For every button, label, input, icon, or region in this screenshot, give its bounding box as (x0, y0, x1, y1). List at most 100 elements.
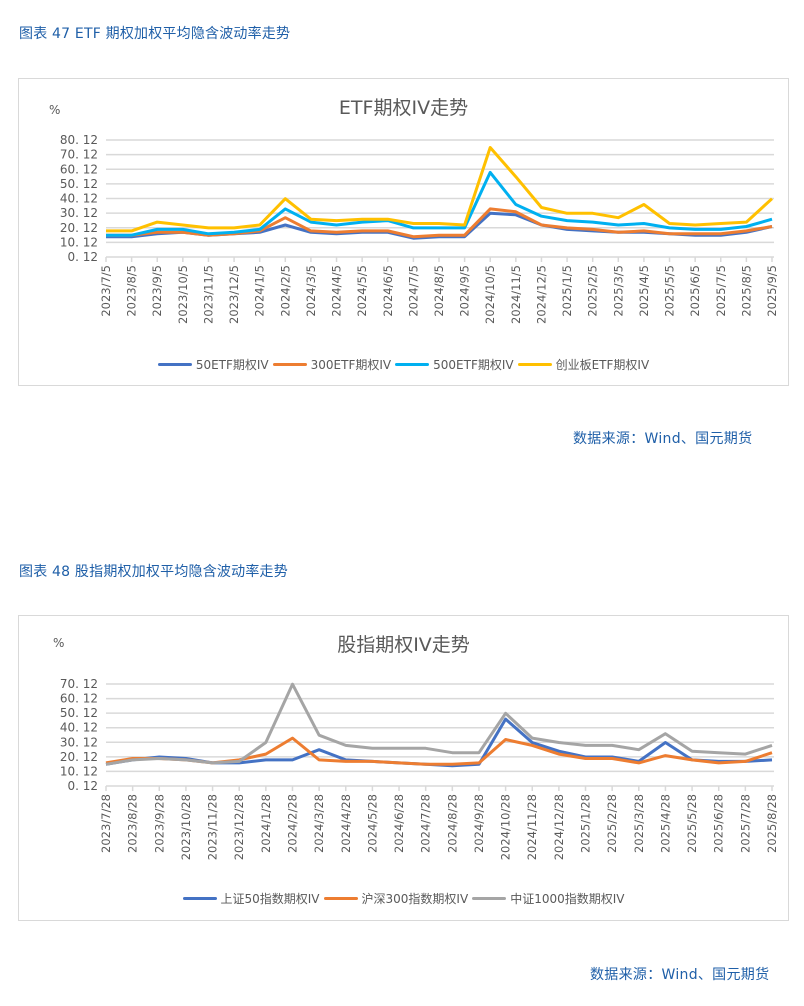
x-tick-label: 2023/10/5 (176, 265, 190, 324)
x-tick-label: 2023/11/28 (206, 794, 220, 860)
legend-swatch-icon (323, 897, 358, 900)
legend-label: 沪深300指数期权IV (361, 892, 469, 906)
x-tick-label: 2025/5/5 (663, 265, 677, 317)
series-line (105, 682, 773, 766)
x-tick-label: 2023/12/5 (227, 265, 241, 324)
y-tick-label: 10. 12 (60, 764, 98, 778)
index-iv-chart: 股指期权IV走势 % 0. 12 10. 12 20. 12 30. 12 40. 12… (18, 615, 789, 921)
x-tick-label: 2024/2/5 (278, 265, 292, 317)
y-tick-label: 80. 12 (60, 133, 98, 147)
figure-48-caption: 图表 48 股指期权加权平均隐含波动率走势 (19, 564, 288, 580)
legend-swatch-icon (472, 897, 507, 900)
legend-label: 创业板ETF期权IV (555, 358, 650, 372)
y-tick-label: 70. 12 (60, 677, 98, 691)
x-tick-label: 2025/8/5 (739, 265, 753, 317)
x-tick-label: 2023/7/28 (99, 794, 113, 853)
x-tick-label: 2024/6/28 (392, 794, 406, 853)
x-tick-label: 2025/1/28 (579, 794, 593, 853)
x-tick-label: 2024/7/28 (419, 794, 433, 853)
x-tick-label: 2025/4/28 (658, 794, 672, 853)
x-tick-label: 2025/7/28 (738, 794, 752, 853)
y-tick-label: 40. 12 (60, 192, 98, 206)
figure-47-caption: 图表 47 ETF 期权加权平均隐含波动率走势 (19, 26, 291, 42)
legend-label: 中证1000指数期权IV (510, 892, 625, 906)
x-tick-label: 2024/3/28 (312, 794, 326, 853)
chart-title: ETF期权IV走势 (338, 97, 469, 119)
x-tick-label: 2024/9/28 (472, 794, 486, 853)
y-tick-label: 10. 12 (60, 235, 98, 249)
x-tick-label: 2023/7/5 (99, 265, 113, 317)
y-tick-label: 30. 12 (60, 206, 98, 220)
y-tick-label: 0. 12 (67, 250, 98, 264)
legend-label: 300ETF期权IV (310, 358, 392, 372)
y-tick-label: 60. 12 (60, 162, 98, 176)
etf-iv-chart: ETF期权IV走势 % 0. 12 10. 12 20. 12 30. 12 40. 1… (18, 78, 789, 386)
x-tick-label: 2024/10/28 (499, 794, 513, 860)
x-tick-label: 2024/6/5 (381, 265, 395, 317)
x-tick-label: 2025/4/5 (637, 265, 651, 317)
legend-label: 50ETF期权IV (195, 358, 269, 372)
y-tick-label: 70. 12 (60, 148, 98, 162)
x-tick-label: 2024/1/28 (259, 794, 273, 853)
legend-item: 创业板ETF期权IV (517, 356, 650, 373)
legend-item: 上证50指数期权IV (182, 890, 320, 907)
x-tick-label: 2023/9/5 (150, 265, 164, 317)
x-tick-label: 2025/6/28 (712, 794, 726, 853)
x-tick-label: 2025/8/28 (765, 794, 779, 853)
x-tick-label: 2024/12/5 (534, 265, 548, 324)
legend-swatch-icon (395, 363, 430, 366)
series-line (106, 146, 774, 233)
series-line (106, 170, 773, 237)
y-tick-label: 40. 12 (60, 721, 98, 735)
x-tick-label: 2023/8/28 (126, 794, 140, 853)
x-tick-label: 2024/4/5 (330, 265, 344, 317)
x-tick-label: 2023/11/5 (201, 265, 215, 324)
y-axis-unit: % (49, 103, 61, 117)
x-tick-label: 2023/9/28 (152, 794, 166, 853)
y-tick-label: 20. 12 (60, 750, 98, 764)
chart-title: 股指期权IV走势 (337, 634, 470, 656)
x-tick-label: 2023/12/28 (232, 794, 246, 860)
data-source: 数据来源：Wind、国元期货 (573, 431, 753, 447)
x-tick-label: 2024/7/5 (406, 265, 420, 317)
x-tick-label: 2025/6/5 (688, 265, 702, 317)
x-tick-label: 2024/12/28 (552, 794, 566, 860)
x-tick-label: 2023/10/28 (179, 794, 193, 860)
x-tick-label: 2025/2/28 (605, 794, 619, 853)
x-tick-label: 2025/7/5 (714, 265, 728, 317)
x-tick-label: 2024/4/28 (339, 794, 353, 853)
x-tick-label: 2024/10/5 (483, 265, 497, 324)
legend-swatch-icon (272, 363, 307, 366)
legend-label: 500ETF期权IV (433, 358, 514, 372)
y-tick-label: 50. 12 (60, 706, 98, 720)
legend-item: 500ETF期权IV (395, 356, 514, 373)
legend-item: 50ETF期权IV (157, 356, 269, 373)
x-tick-label: 2024/5/5 (355, 265, 369, 317)
x-tick-label: 2024/8/5 (432, 265, 446, 317)
y-tick-label: 60. 12 (60, 692, 98, 706)
y-tick-label: 30. 12 (60, 735, 98, 749)
y-axis-unit: % (53, 636, 65, 650)
legend-label: 上证50指数期权IV (220, 892, 320, 906)
x-tick-label: 2024/8/28 (445, 794, 459, 853)
data-source: 数据来源：Wind、国元期货 (590, 967, 770, 983)
legend-swatch-icon (182, 897, 217, 900)
x-tick-label: 2025/3/28 (632, 794, 646, 853)
chart-legend: 50ETF期权IV 300ETF期权IV 500ETF期权IV 创业板ETF期权IV (19, 356, 788, 373)
legend-item: 沪深300指数期权IV (323, 890, 469, 907)
y-tick-label: 0. 12 (67, 779, 98, 793)
legend-swatch-icon (517, 363, 552, 366)
legend-item: 300ETF期权IV (272, 356, 392, 373)
x-tick-label: 2024/2/28 (285, 794, 299, 853)
y-tick-label: 20. 12 (60, 221, 98, 235)
x-tick-label: 2025/9/5 (765, 265, 779, 317)
x-tick-label: 2024/3/5 (304, 265, 318, 317)
x-tick-label: 2024/9/5 (458, 265, 472, 317)
x-tick-label: 2024/1/5 (253, 265, 267, 317)
x-tick-label: 2024/11/5 (509, 265, 523, 324)
x-tick-label: 2025/1/5 (560, 265, 574, 317)
y-tick-label: 50. 12 (60, 177, 98, 191)
chart-legend: 上证50指数期权IV 沪深300指数期权IV 中证1000指数期权IV (19, 890, 788, 907)
